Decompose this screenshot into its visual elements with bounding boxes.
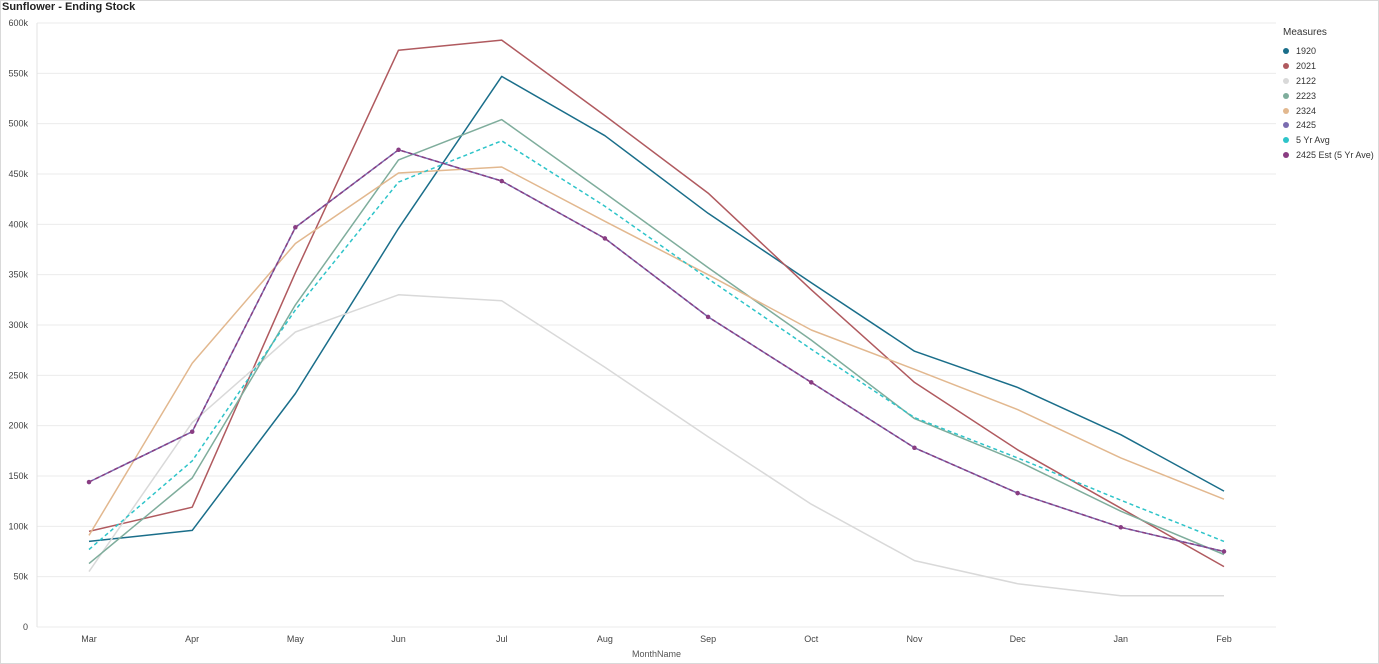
legend-swatch: [1283, 122, 1289, 129]
chart-title: Sunflower - Ending Stock: [2, 1, 136, 13]
y-tick-label: 150k: [8, 471, 28, 481]
x-tick-label: Feb: [1216, 634, 1232, 644]
series-line: [88, 118, 1225, 565]
series-line: [88, 75, 1225, 543]
series-2122: [88, 294, 1224, 597]
y-tick-label: 300k: [8, 320, 28, 330]
legend-item[interactable]: 1920: [1283, 44, 1374, 59]
series-lines: [86, 39, 1227, 597]
data-point: [809, 380, 814, 385]
legend-item[interactable]: 2021: [1283, 59, 1374, 74]
x-tick-label: Jan: [1114, 634, 1129, 644]
y-tick-label: 500k: [8, 119, 28, 129]
series-line: [88, 166, 1225, 536]
x-tick-label: Oct: [804, 634, 819, 644]
x-tick-label: Jul: [496, 634, 508, 644]
legend-swatch: [1283, 92, 1289, 99]
y-tick-label: 400k: [8, 219, 28, 229]
series-line: [88, 140, 1225, 551]
y-tick-label: 200k: [8, 421, 28, 431]
series-line: [88, 294, 1224, 597]
series-2021: [88, 39, 1225, 568]
data-point: [189, 429, 195, 434]
legend-label: 2021: [1296, 61, 1317, 72]
series-line: [88, 149, 1225, 553]
y-tick-label: 600k: [8, 18, 28, 28]
series-2324: [88, 166, 1225, 536]
legend-swatch: [1283, 137, 1289, 144]
data-point: [499, 178, 504, 184]
data-point: [396, 147, 401, 153]
legend-swatch: [1283, 63, 1289, 70]
legend-label: 2223: [1296, 90, 1317, 101]
x-tick-labels: Mar Apr May Jun Jul Aug Sep Oct Nov Dec Jan Feb: [81, 634, 1232, 644]
data-point: [1221, 549, 1227, 554]
data-point: [602, 236, 608, 241]
legend-label: 2122: [1296, 75, 1317, 86]
gridlines: [36, 22, 1276, 628]
x-axis-title: MonthName: [632, 649, 681, 659]
data-point: [1015, 490, 1020, 496]
legend-item[interactable]: 2425: [1283, 118, 1374, 133]
legend-item[interactable]: 2223: [1283, 88, 1374, 103]
legend-label: 2324: [1296, 105, 1317, 116]
x-tick-label: Aug: [597, 634, 613, 644]
legend: Measures 1920 2021 2122 2223 2324 2425 5 Yr Av…: [1283, 27, 1374, 162]
data-point: [912, 445, 917, 451]
legend-label: 1920: [1296, 46, 1317, 57]
legend-items: 1920 2021 2122 2223 2324 2425 5 Yr Avg 2425 Est…: [1283, 44, 1374, 162]
y-tick-label: 0: [23, 622, 28, 632]
y-tick-label: 450k: [8, 169, 28, 179]
series-2223: [88, 118, 1225, 565]
legend-item[interactable]: 5 Yr Avg: [1283, 133, 1374, 148]
series-5-yr-avg: [88, 140, 1225, 551]
legend-swatch: [1283, 48, 1289, 55]
x-tick-label: May: [287, 634, 305, 644]
x-tick-label: Mar: [81, 634, 97, 644]
data-point: [86, 479, 92, 485]
legend-label: 5 Yr Avg: [1296, 135, 1330, 146]
x-tick-label: Apr: [185, 634, 199, 644]
legend-label: 2425: [1296, 120, 1317, 131]
x-tick-label: Jun: [391, 634, 406, 644]
series-line: [88, 149, 1225, 553]
x-tick-label: Sep: [700, 634, 716, 644]
legend-swatch: [1283, 151, 1289, 158]
x-tick-label: Dec: [1010, 634, 1027, 644]
y-tick-label: 50k: [13, 572, 28, 582]
legend-swatch: [1283, 107, 1289, 114]
y-tick-label: 550k: [8, 68, 28, 78]
legend-item[interactable]: 2122: [1283, 74, 1374, 89]
series-2425: [86, 147, 1227, 554]
series-line: [88, 39, 1225, 568]
legend-item[interactable]: 2324: [1283, 103, 1374, 118]
data-point: [293, 225, 298, 230]
data-point: [1118, 525, 1124, 530]
legend-title: Measures: [1283, 27, 1327, 38]
data-point: [705, 314, 711, 320]
series-1920: [88, 75, 1225, 543]
legend-label: 2425 Est (5 Yr Ave): [1296, 149, 1374, 160]
legend-item[interactable]: 2425 Est (5 Yr Ave): [1283, 148, 1374, 163]
legend-swatch: [1283, 77, 1289, 84]
series-2425-est-5-yr-ave-: [86, 147, 1227, 554]
y-tick-label: 250k: [8, 370, 28, 380]
y-tick-label: 350k: [8, 270, 28, 280]
y-tick-label: 100k: [8, 521, 28, 531]
y-tick-labels: 0 50k 100k 150k 200k 250k 300k 350k 400k 450k 500k…: [8, 18, 28, 632]
x-tick-label: Nov: [906, 634, 923, 644]
